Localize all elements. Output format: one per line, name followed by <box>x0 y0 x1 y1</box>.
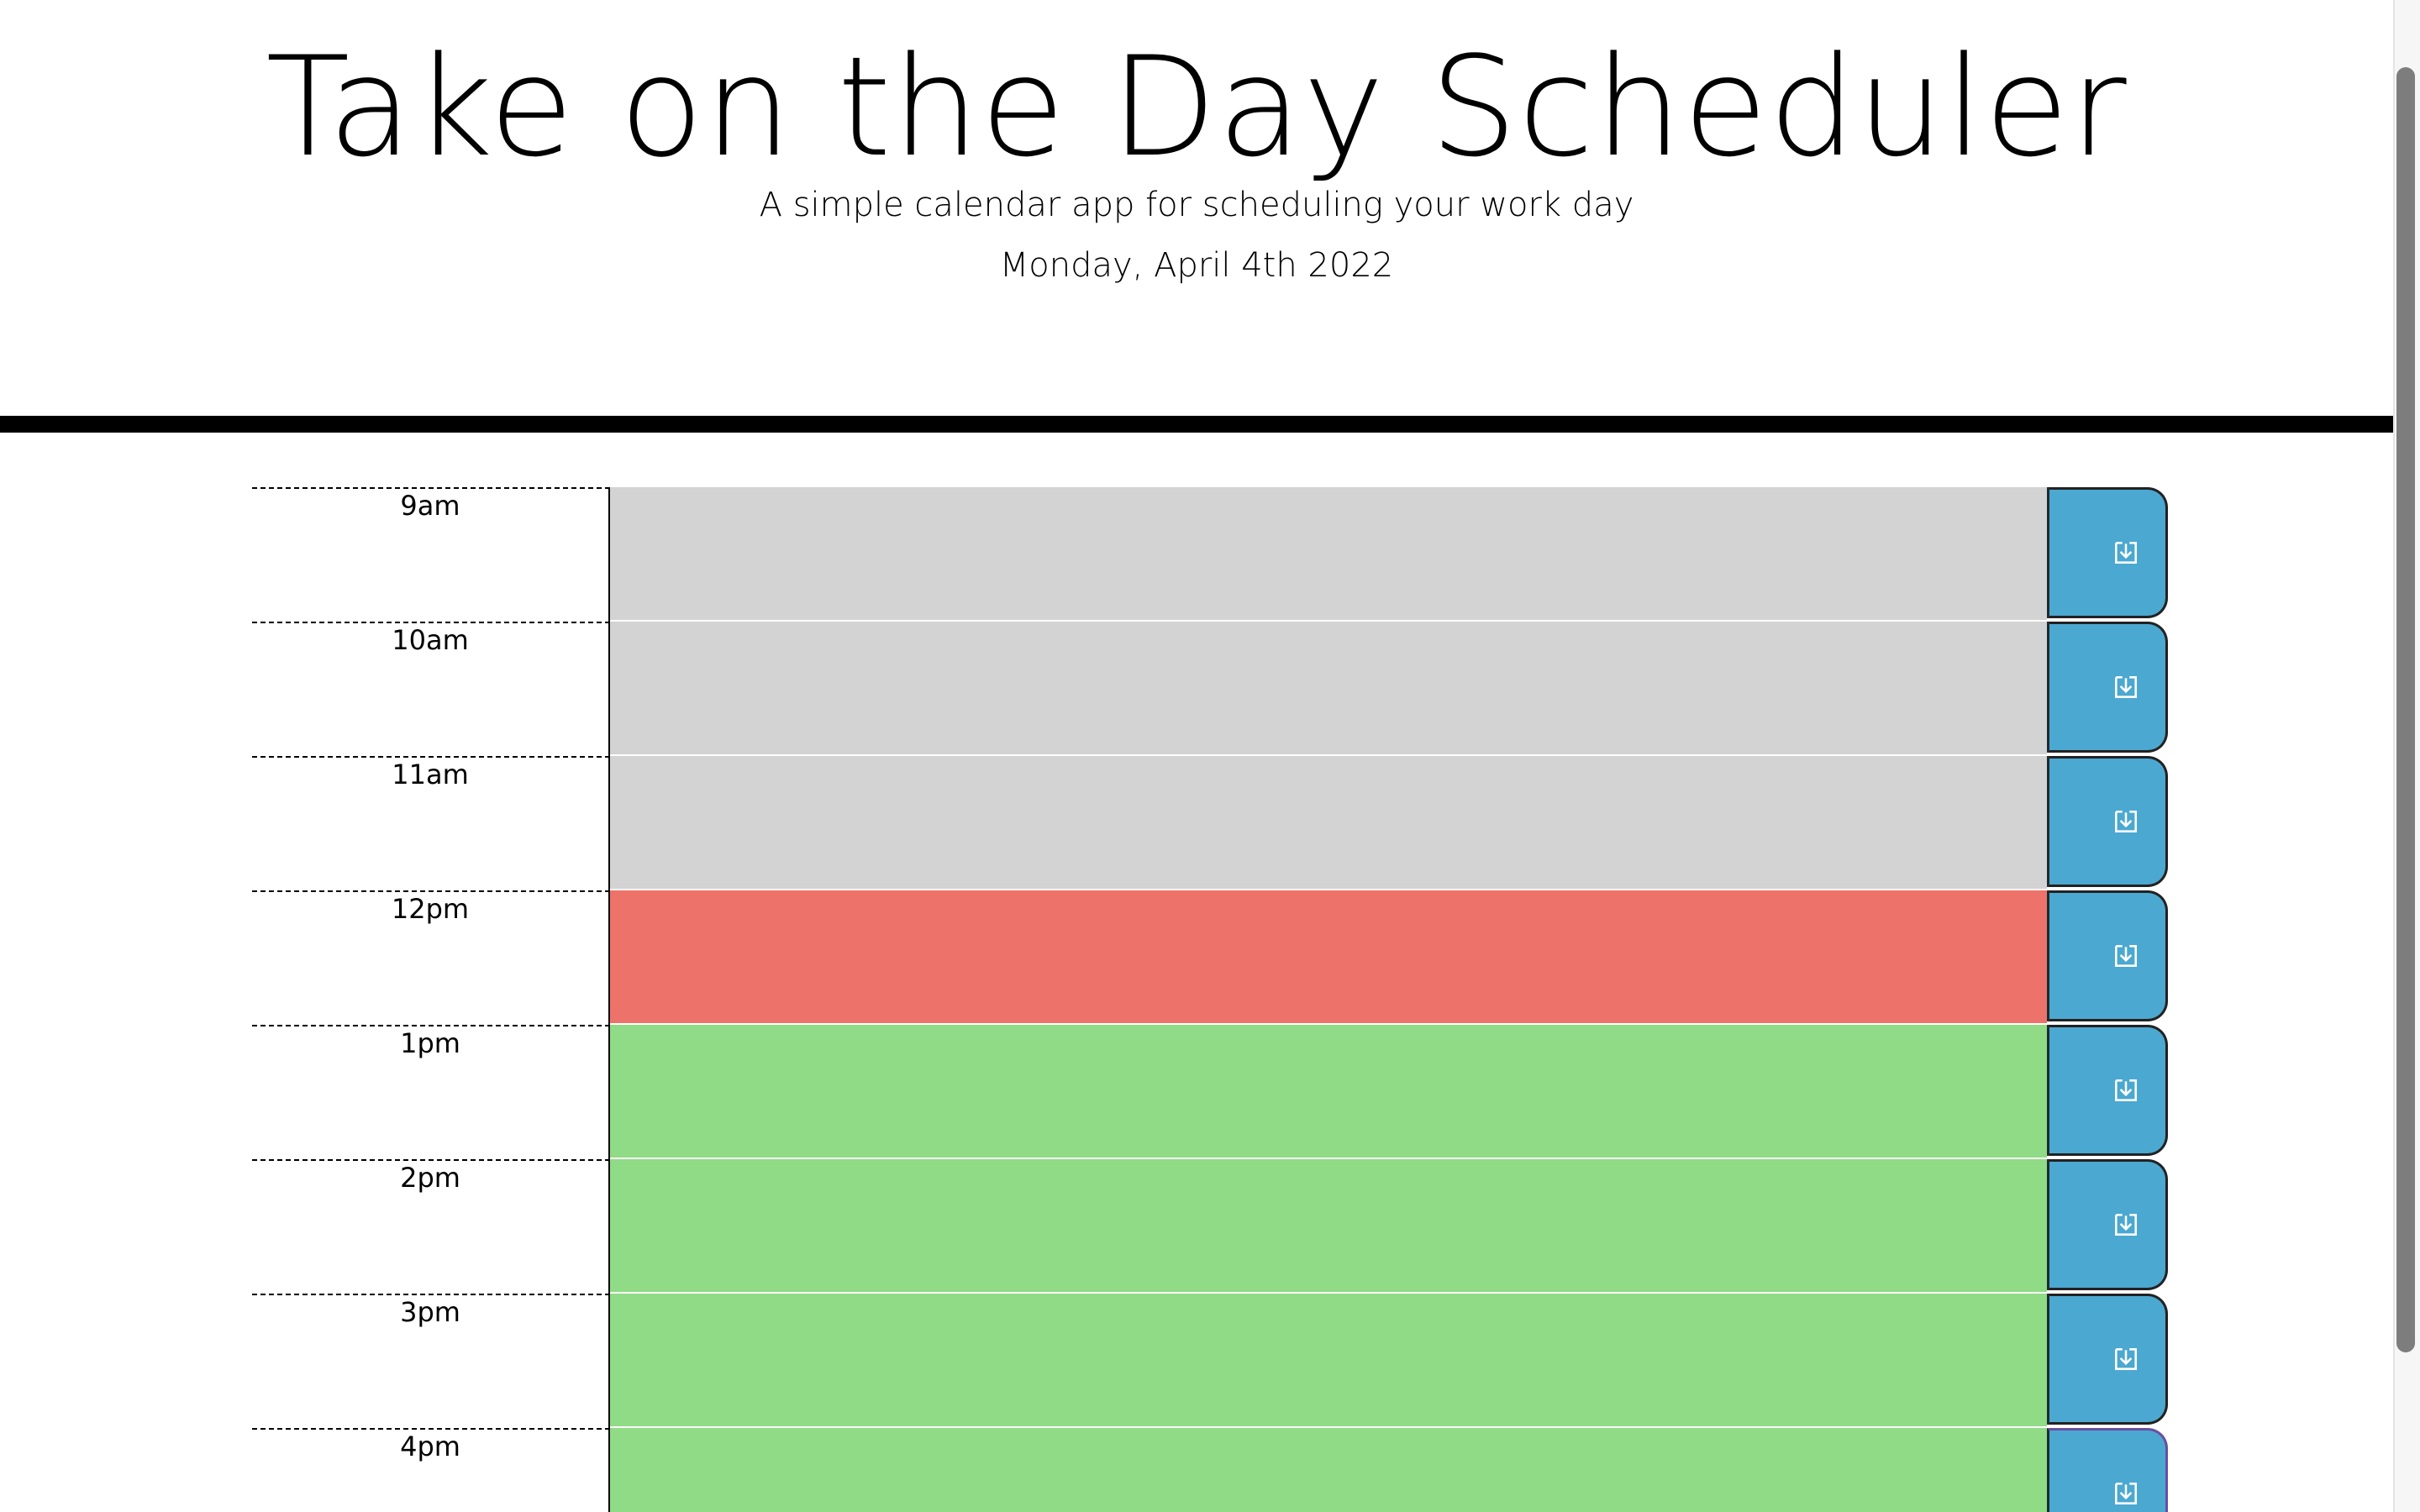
event-description-input[interactable] <box>610 487 2047 622</box>
event-description-input[interactable] <box>610 1294 2047 1428</box>
save-button[interactable] <box>2047 1159 2168 1290</box>
time-block-row: 11am <box>252 756 2168 890</box>
save-download-icon <box>2115 676 2137 698</box>
page-title: Take on the Day Scheduler <box>266 27 2128 187</box>
time-block-row: 10am <box>252 622 2168 756</box>
time-block-row: 3pm <box>252 1294 2168 1428</box>
event-description-input[interactable] <box>610 1159 2047 1294</box>
page-subtitle: A simple calendar app for scheduling you… <box>759 186 1634 224</box>
hour-label: 10am <box>252 622 610 756</box>
time-block-row: 12pm <box>252 890 2168 1025</box>
save-download-icon <box>2115 1214 2137 1236</box>
hour-label: 9am <box>252 487 610 622</box>
time-block-row: 4pm <box>252 1428 2168 1512</box>
save-download-icon <box>2115 945 2137 967</box>
save-download-icon <box>2115 1348 2137 1370</box>
hour-label: 1pm <box>252 1025 610 1159</box>
time-block-row: 2pm <box>252 1159 2168 1294</box>
hour-label: 2pm <box>252 1159 610 1294</box>
header-jumbotron: Take on the Day Scheduler A simple calen… <box>0 0 2393 433</box>
hour-label: 3pm <box>252 1294 610 1428</box>
event-description-input[interactable] <box>610 890 2047 1025</box>
time-block-row: 9am <box>252 487 2168 622</box>
save-button[interactable] <box>2047 487 2168 618</box>
hour-label: 12pm <box>252 890 610 1025</box>
save-download-icon <box>2115 811 2137 832</box>
save-button[interactable] <box>2047 1294 2168 1425</box>
save-button[interactable] <box>2047 622 2168 753</box>
scrollbar-thumb[interactable] <box>2396 67 2415 1352</box>
event-description-input[interactable] <box>610 1428 2047 1512</box>
event-description-input[interactable] <box>610 1025 2047 1159</box>
save-button[interactable] <box>2047 756 2168 887</box>
current-day: Monday, April 4th 2022 <box>999 246 1394 285</box>
save-button[interactable] <box>2047 1428 2168 1512</box>
hour-label: 4pm <box>252 1428 610 1512</box>
vertical-scrollbar[interactable] <box>2393 0 2420 1512</box>
event-description-input[interactable] <box>610 622 2047 756</box>
save-download-icon <box>2115 542 2137 564</box>
hour-label: 11am <box>252 756 610 890</box>
save-download-icon <box>2115 1483 2137 1504</box>
save-download-icon <box>2115 1079 2137 1101</box>
save-button[interactable] <box>2047 890 2168 1021</box>
timeblock-container: 9am 10am 11am 12pm <box>252 487 2168 1512</box>
time-block-row: 1pm <box>252 1025 2168 1159</box>
event-description-input[interactable] <box>610 756 2047 890</box>
save-button[interactable] <box>2047 1025 2168 1156</box>
